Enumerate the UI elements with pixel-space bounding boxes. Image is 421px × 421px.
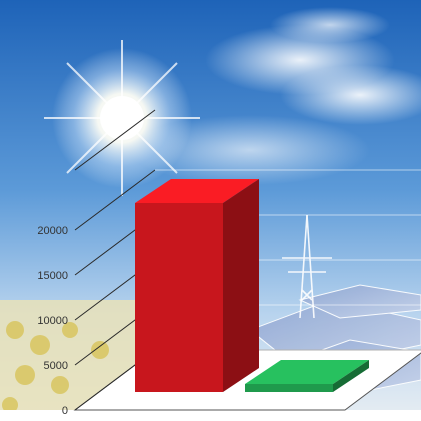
gridline-diagonal bbox=[74, 169, 156, 231]
y-tick-label: 0 bbox=[62, 405, 68, 417]
bar-side-face bbox=[223, 179, 259, 392]
sun-rays bbox=[44, 40, 200, 196]
y-tick-label: 20000 bbox=[37, 225, 68, 237]
bar-front-face bbox=[245, 384, 333, 392]
y-axis-ticks: 0 5000 10000 15000 20000 bbox=[37, 225, 68, 417]
bar-front-face bbox=[135, 203, 223, 392]
bar-side-face bbox=[333, 360, 369, 392]
bars bbox=[135, 179, 369, 392]
cloud bbox=[280, 65, 421, 125]
y-tick-label: 5000 bbox=[44, 360, 68, 372]
bar-1 bbox=[135, 179, 259, 392]
bar-top-face bbox=[245, 360, 369, 384]
bar-2 bbox=[245, 360, 369, 392]
sunflowers bbox=[2, 321, 109, 413]
gridline-diagonal bbox=[74, 109, 156, 171]
bar-top-face bbox=[135, 179, 259, 203]
bottom-strip bbox=[0, 410, 421, 421]
y-tick-label: 15000 bbox=[37, 270, 68, 282]
y-tick-label: 10000 bbox=[37, 315, 68, 327]
cloud bbox=[270, 7, 390, 43]
power-pylon bbox=[282, 214, 332, 319]
